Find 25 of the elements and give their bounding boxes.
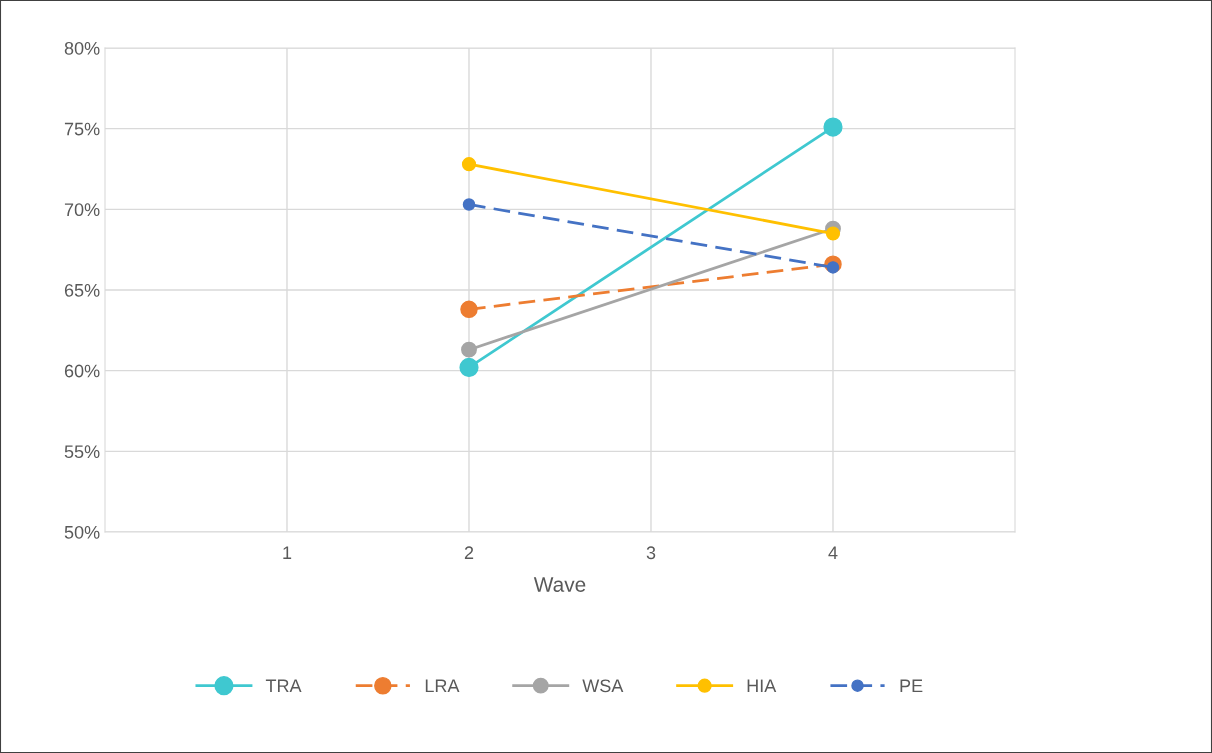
- x-tick-label: 3: [646, 546, 656, 560]
- point: [826, 261, 840, 274]
- point: [462, 198, 476, 211]
- legend-label: LRA: [425, 679, 460, 693]
- point: [460, 300, 478, 319]
- point: [461, 157, 477, 172]
- y-tick-label: 80%: [64, 41, 100, 55]
- y-tick-label: 70%: [64, 203, 100, 217]
- x-tick-label: 1: [283, 546, 292, 559]
- x-axis-title: Wave: [533, 577, 586, 592]
- y-tick-label: 50%: [64, 525, 100, 539]
- y-tick-label: 65%: [64, 283, 100, 297]
- legend-label: HIA: [747, 679, 777, 693]
- legend-label: WSA: [582, 679, 624, 693]
- point: [825, 226, 841, 241]
- y-tick-label: 55%: [64, 445, 100, 459]
- point: [461, 341, 477, 358]
- legend-label: PE: [900, 679, 923, 693]
- y-tick-label: 60%: [64, 364, 100, 378]
- point: [823, 117, 843, 137]
- y-tick-label: 75%: [64, 122, 100, 136]
- x-tick-label: 4: [828, 546, 838, 559]
- x-tick-label: 2: [464, 546, 474, 559]
- point: [459, 357, 479, 378]
- legend-label: TRA: [265, 679, 302, 693]
